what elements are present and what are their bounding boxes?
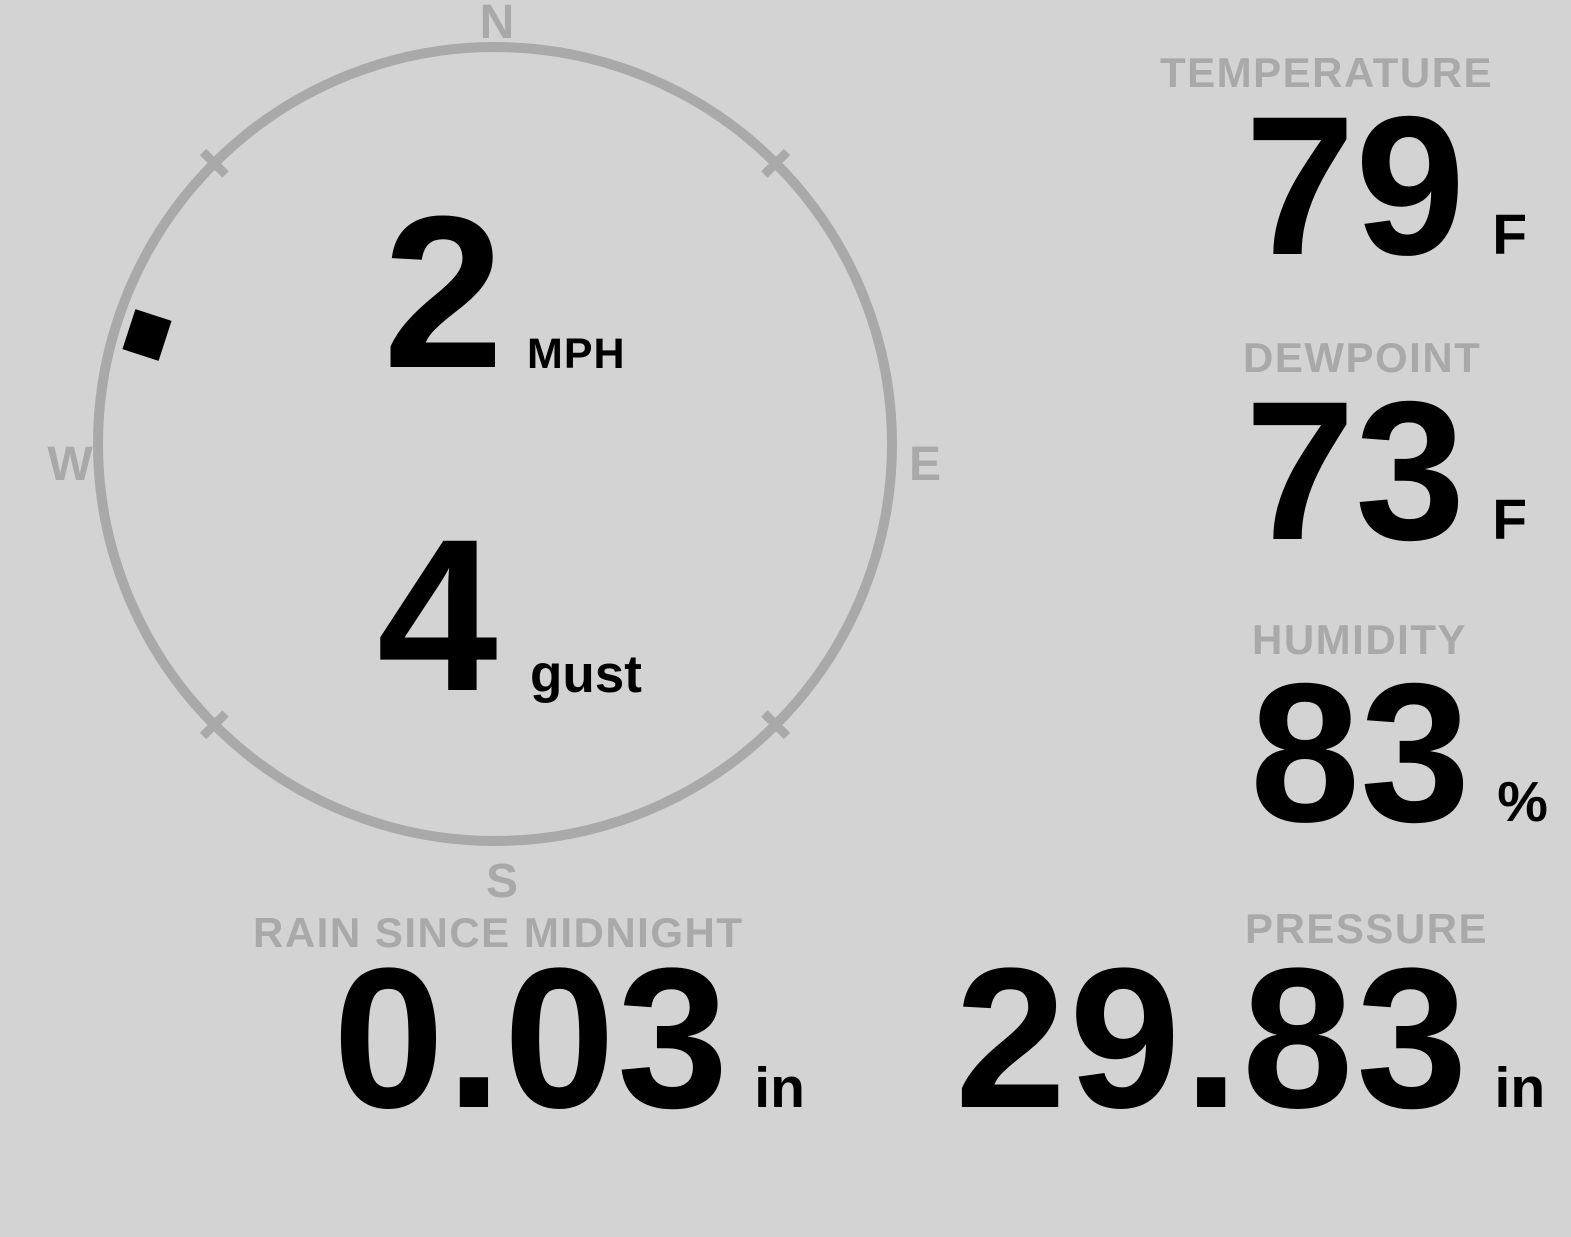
compass-circle	[93, 42, 897, 846]
humidity-value: 83	[1250, 642, 1471, 863]
dewpoint-label: DEWPOINT	[1243, 334, 1482, 381]
compass-tick-ne	[761, 148, 791, 178]
compass-label-west: W	[47, 438, 93, 491]
wind-gust-value: 4	[377, 494, 498, 736]
compass-label-north: N	[480, 0, 515, 49]
wind-direction-marker-shape	[122, 309, 172, 361]
dewpoint-reading: 73 F	[1245, 372, 1527, 570]
humidity-unit: %	[1497, 770, 1548, 834]
compass-label-south: S	[486, 855, 518, 908]
compass-tick-nw	[199, 148, 229, 178]
temperature-value: 79	[1245, 75, 1466, 296]
wind-speed-value: 2	[383, 171, 504, 413]
compass-label-east: E	[909, 438, 941, 491]
compass-tick-se	[761, 710, 791, 740]
pressure-reading: 29.83 in	[955, 939, 1545, 1139]
pressure-value: 29.83	[955, 927, 1471, 1150]
temperature-label: TEMPERATURE	[1160, 49, 1494, 96]
rain-value: 0.03	[333, 927, 731, 1150]
wind-gust-label: gust	[530, 645, 642, 704]
pressure-unit: in	[1494, 1056, 1546, 1120]
wind-compass-gauge: N E S W 2 MPH 4 gust	[47, 0, 941, 908]
rain-reading: 0.03 in	[333, 939, 805, 1139]
wind-direction-marker	[122, 309, 172, 361]
dewpoint-unit: F	[1492, 488, 1528, 552]
pressure-label: PRESSURE	[1245, 905, 1489, 952]
humidity-label: HUMIDITY	[1252, 616, 1467, 663]
compass-tick-sw	[199, 710, 229, 740]
rain-unit: in	[754, 1056, 805, 1120]
dewpoint-value: 73	[1245, 360, 1466, 581]
humidity-reading: 83 %	[1250, 654, 1548, 852]
temperature-reading: 79 F	[1245, 87, 1527, 285]
rain-label: RAIN SINCE MIDNIGHT	[253, 909, 744, 956]
wind-speed-unit: MPH	[527, 330, 626, 378]
temperature-unit: F	[1492, 203, 1528, 267]
